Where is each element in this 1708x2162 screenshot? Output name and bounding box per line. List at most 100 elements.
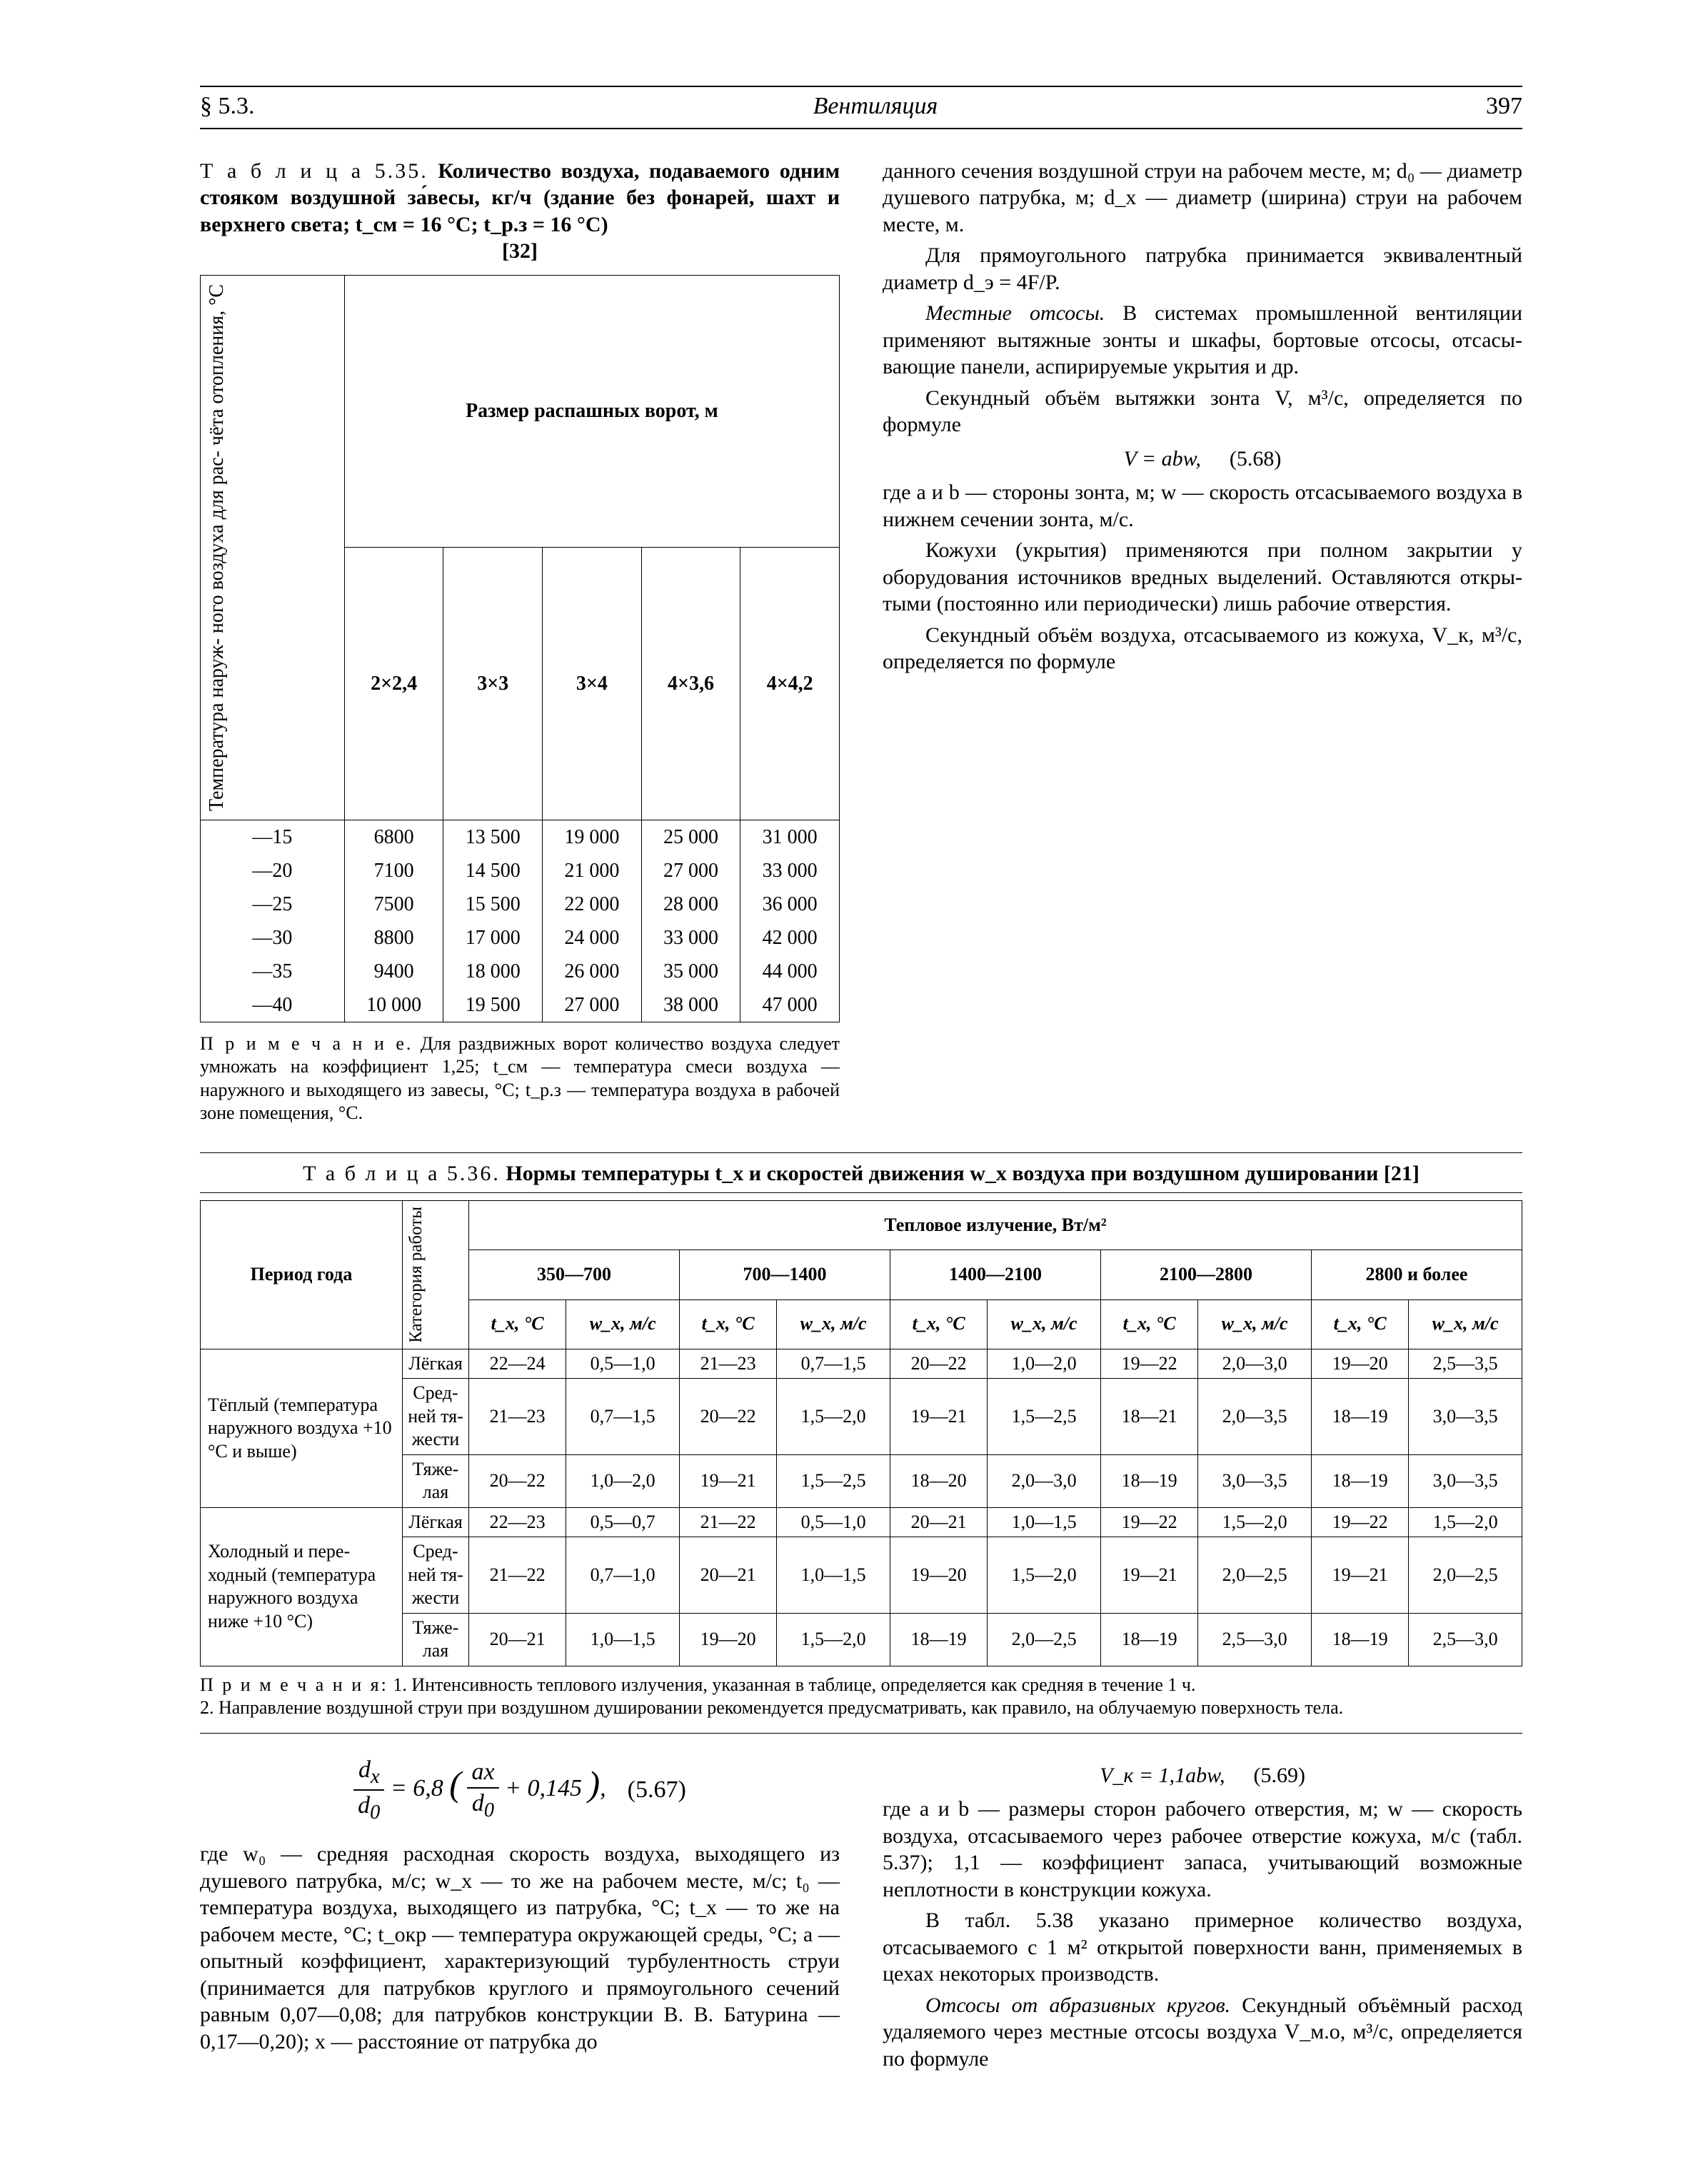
t36-sub: t_x, °C (1311, 1299, 1408, 1349)
page-header-title: Вентиляция (293, 91, 1458, 122)
t36-c: 2,0—2,5 (988, 1613, 1101, 1666)
t36-cat: Лёг­кая (403, 1507, 469, 1537)
t35-c: 44 000 (740, 955, 840, 988)
t36-c: 19—22 (1311, 1507, 1408, 1537)
br-p3: Отсосы от абразивных кругов. Секунд­ный … (883, 1992, 1522, 2073)
t36-cold-0: Холодный и пере­ходный (темпе­ратура нар… (201, 1507, 1522, 1537)
t36-c: 3,0—3,5 (1198, 1454, 1312, 1507)
t36-c: 3,0—3,5 (1409, 1379, 1522, 1455)
col-right-upper: данного сечения воздушной струи на ра­бо… (883, 158, 1522, 1125)
t36-c: 18—21 (1100, 1379, 1197, 1455)
t35-c: —30 (201, 921, 345, 955)
t36-c: 0,7—1,5 (566, 1379, 680, 1455)
t36-sub-t: t_x, °C (702, 1313, 755, 1334)
t36-c: 1,5—2,0 (777, 1379, 890, 1455)
t36-cat: Сред­ней тя­жести (403, 1379, 469, 1455)
eq-5-68: V = abw, (5.68) (883, 446, 1522, 473)
t36-c: 0,7—1,5 (777, 1349, 890, 1379)
eq-5-69-num: (5.69) (1253, 1762, 1305, 1789)
t36-notes: П р и м е ч а н и я: 1. Интенсивность те… (200, 1674, 1522, 1720)
t35-row-1: —20 7100 14 500 21 000 27 000 33 000 (201, 854, 840, 888)
t36-c: 18—19 (890, 1613, 987, 1666)
t36-c: 19—22 (1100, 1349, 1197, 1379)
t36-r4: 2800 и более (1311, 1250, 1522, 1299)
t35-c: 35 000 (641, 955, 740, 988)
t36-c: 1,0—1,5 (988, 1507, 1101, 1537)
page-number: 397 (1458, 91, 1522, 122)
t36-c: 19—21 (679, 1454, 776, 1507)
t36-c: 1,5—2,0 (777, 1613, 890, 1666)
t36-c: 21—22 (469, 1537, 566, 1614)
t35-row-4: —35 9400 18 000 26 000 35 000 44 000 (201, 955, 840, 988)
t36-c: 18—19 (1100, 1613, 1197, 1666)
table-5-36: Период года Категория работы Тепловое из… (200, 1200, 1522, 1666)
t35-c: 7100 (344, 854, 443, 888)
eq-5-67-num: (5.67) (628, 1775, 686, 1806)
t35-size-0: 2×2,4 (344, 548, 443, 820)
t35-span-header: Размер распашных ворот, м (344, 275, 839, 548)
t35-c: 19 500 (443, 988, 543, 1022)
t36-r2: 1400—2100 (890, 1250, 1100, 1299)
t36-note2: 2. Направление воздушной струи при возду… (200, 1697, 1343, 1718)
eq-5-67-expr: dxd0 = 6,8 ( axd0 + 0,145 ), (353, 1755, 606, 1825)
t36-sub: t_x, °C (469, 1299, 566, 1349)
t35-c: 33 000 (641, 921, 740, 955)
t35-c: 8800 (344, 921, 443, 955)
t36-note1: 1. Интенсивность теплового излучения, ук… (393, 1674, 1195, 1695)
t35-caption-ref: [32] (200, 238, 840, 265)
t35-c: 42 000 (740, 921, 840, 955)
t36-c: 18—20 (890, 1454, 987, 1507)
page-header: § 5.3. Вентиляция 397 (200, 86, 1522, 129)
t35-row-0: —15 6800 13 500 19 000 25 000 31 000 (201, 820, 840, 854)
t36-c: 19—21 (1311, 1537, 1408, 1614)
t36-sub: t_x, °C (890, 1299, 987, 1349)
t35-row-3: —30 8800 17 000 24 000 33 000 42 000 (201, 921, 840, 955)
t35-c: 28 000 (641, 888, 740, 921)
eq-5-68-expr: V = abw, (1124, 446, 1201, 473)
t36-sub: w_x, м/с (1409, 1299, 1522, 1349)
t35-caption-prefix: Т а б л и ц а 5.35. (200, 159, 428, 183)
t36-c: 1,5—2,5 (777, 1454, 890, 1507)
t36-c: 20—22 (469, 1454, 566, 1507)
t36-c: 1,0—1,5 (777, 1537, 890, 1614)
t36-c: 20—21 (679, 1537, 776, 1614)
t35-c: 27 000 (543, 988, 642, 1022)
t35-c: 18 000 (443, 955, 543, 988)
t36-c: 20—21 (890, 1507, 987, 1537)
rp7: Секундный объём воздуха, отсасывае­мого … (883, 622, 1522, 675)
t36-c: 2,0—3,0 (1198, 1349, 1312, 1379)
t35-c: 31 000 (740, 820, 840, 854)
t36-c: 2,5—3,0 (1409, 1613, 1522, 1666)
t36-c: 21—23 (679, 1349, 776, 1379)
t36-c: 20—22 (679, 1379, 776, 1455)
divider (200, 1733, 1522, 1734)
t35-c: 14 500 (443, 854, 543, 888)
t36-period1: Тёплый (темпе­ратура наруж­ного воздуха … (201, 1349, 403, 1507)
t36-c: 1,0—2,0 (566, 1454, 680, 1507)
col-left-lower: dxd0 = 6,8 ( axd0 + 0,145 ), (5.67) где … (200, 1755, 840, 2077)
t35-note: П р и м е ч а н и е. Для раздвижных воро… (200, 1032, 840, 1125)
t35-size-4: 4×4,2 (740, 548, 840, 820)
eq-5-69: V_к = 1,1abw, (5.69) (883, 1762, 1522, 1789)
bl-p1: где w₀ — средняя расходная скорость воз­… (200, 1841, 840, 2055)
rp2: Для прямоугольного патрубка прини­мается… (883, 242, 1522, 296)
t36-sub-t: t_x, °C (913, 1313, 965, 1334)
t36-sub-w: w_x, м/с (590, 1313, 656, 1334)
t35-c: —15 (201, 820, 345, 854)
t36-cat: Лёг­кая (403, 1349, 469, 1379)
rp6: Кожухи (укрытия) применяются при полном … (883, 537, 1522, 618)
t36-sub-w: w_x, м/с (1222, 1313, 1288, 1334)
t36-cat: Тяже­лая (403, 1613, 469, 1666)
t35-c: 38 000 (641, 988, 740, 1022)
rp4: Секундный объём вытяжки зонта V, м³/с, о… (883, 385, 1522, 438)
t36-sub: t_x, °C (679, 1299, 776, 1349)
rp3: Местные отсосы. В системах промыш­ленной… (883, 300, 1522, 381)
upper-columns: Т а б л и ц а 5.35. Количество воздуха, … (200, 158, 1522, 1125)
t36-note-lead: П р и м е ч а н и я: (200, 1674, 388, 1695)
t35-size-1: 3×3 (443, 548, 543, 820)
t35-rot-header: Температура наруж- ного воздуха для рас-… (201, 275, 345, 820)
t35-c: 25 000 (641, 820, 740, 854)
t35-row-5: —40 10 000 19 500 27 000 38 000 47 000 (201, 988, 840, 1022)
t35-c: 10 000 (344, 988, 443, 1022)
t36-r3: 2100—2800 (1100, 1250, 1311, 1299)
